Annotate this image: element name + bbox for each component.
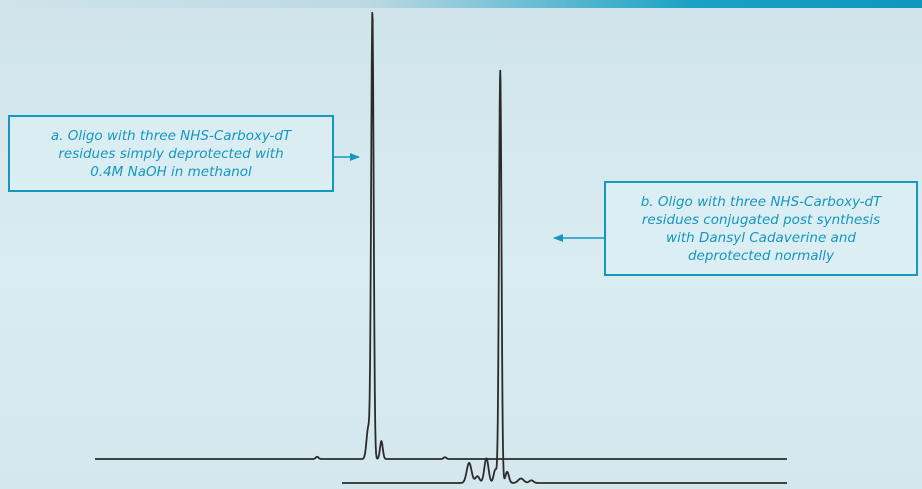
annotation-b: b. Oligo with three NHS-Carboxy-dT resid…	[604, 181, 918, 276]
annotation-a-line-3: 0.4M NaOH in methanol	[90, 163, 252, 180]
annotation-b-line-3: with Dansyl Cadaverine and	[666, 229, 856, 246]
annotation-b-line-2: residues conjugated post synthesis	[641, 211, 881, 228]
trace-a	[94, 11, 788, 460]
trace-b	[341, 69, 788, 484]
annotation-b-line-4: deprotected normally	[687, 247, 834, 264]
annotation-a-line-2: residues simply deprotected with	[58, 145, 284, 162]
header-bar	[0, 0, 922, 8]
annotation-a-line-1: a. Oligo with three NHS-Carboxy-dT	[50, 127, 292, 144]
annotation-a: a. Oligo with three NHS-Carboxy-dT resid…	[8, 115, 334, 192]
annotation-b-line-1: b. Oligo with three NHS-Carboxy-dT	[640, 193, 882, 210]
